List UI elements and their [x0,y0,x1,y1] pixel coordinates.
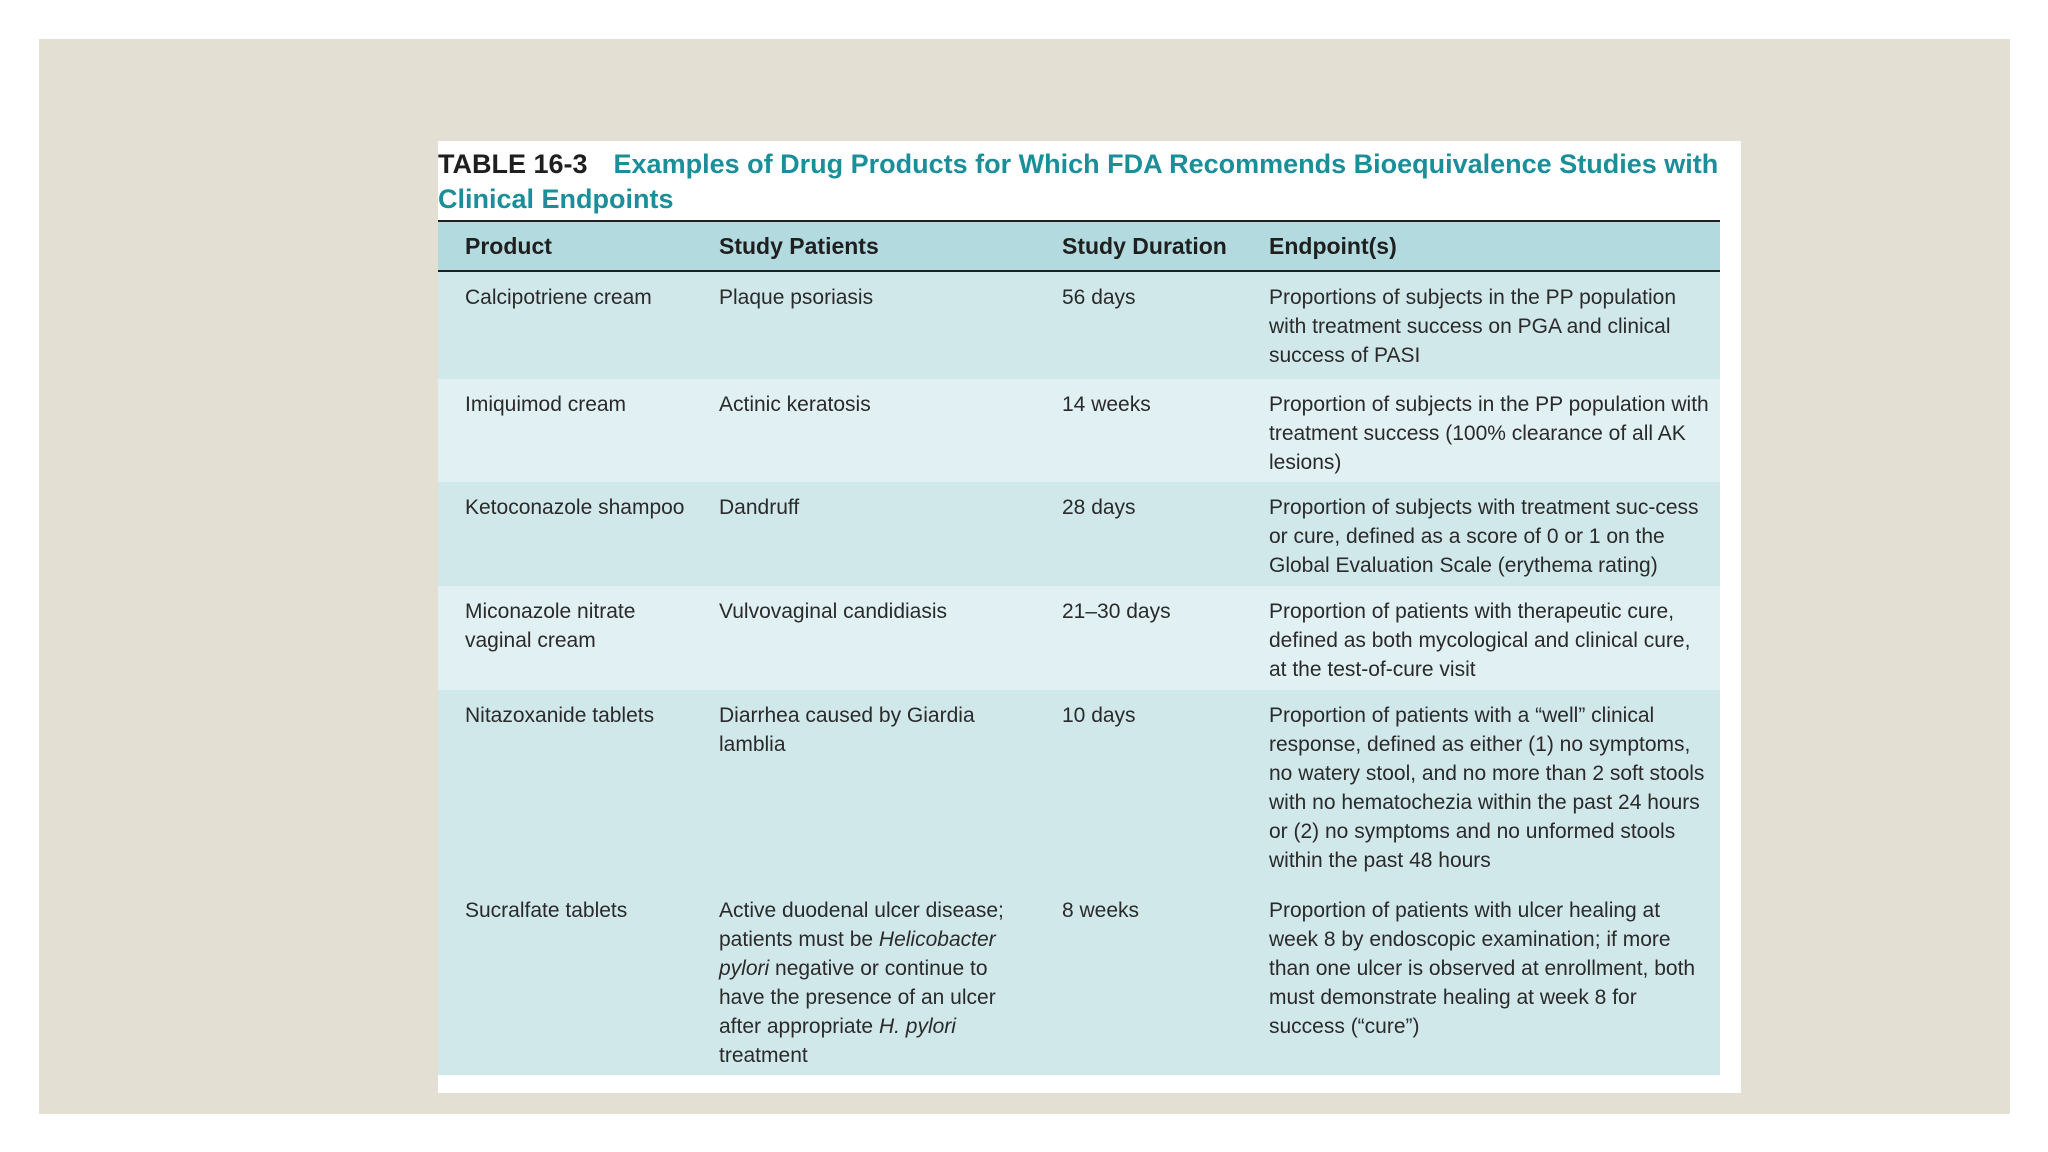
table-header-row: Product Study Patients Study Duration En… [438,222,1720,272]
table-sheet: TABLE 16-3 Examples of Drug Products for … [438,141,1741,1093]
header-product: Product [465,232,552,259]
cell-endpoints: Proportion of patients with therapeutic … [1269,600,1691,681]
table-title: Examples of Drug Products for Which FDA … [438,149,1719,214]
cell-study-duration: 56 days [1062,286,1136,309]
header-study-duration: Study Duration [1062,232,1227,259]
patients-text-d: H. pylori [878,1015,956,1038]
cell-study-duration: 21–30 days [1062,600,1171,623]
cell-product: Ketoconazole shampoo [465,496,685,519]
cell-product: Imiquimod cream [465,393,627,416]
patients-text-a: Active duodenal ulcer disease; patients … [719,899,1004,951]
cell-study-patients: Active duodenal ulcer disease; patients … [692,896,1035,1075]
slide-background: TABLE 16-3 Examples of Drug Products for … [39,39,2010,1114]
cell-study-duration: 10 days [1062,704,1136,727]
cell-product: Calcipotriene cream [465,286,652,309]
cell-endpoints: Proportions of subjects in the PP popula… [1269,286,1677,367]
cell-study-duration: 14 weeks [1062,393,1151,416]
cell-product: Sucralfate tablets [465,899,628,922]
table-row: Nitazoxanide tablets Diarrhea caused by … [438,690,1720,885]
cell-endpoints: Proportion of subjects in the PP populat… [1269,393,1709,474]
table-row: Calcipotriene cream Plaque psoriasis 56 … [438,272,1720,379]
cell-study-duration: 8 weeks [1062,899,1140,922]
table-row: Ketoconazole shampoo Dandruff 28 days Pr… [438,482,1720,586]
cell-product: Miconazole nitrate vaginal cream [465,600,636,652]
cell-product: Nitazoxanide tablets [465,704,655,727]
cell-study-patients: Diarrhea caused by Giardia lamblia [719,704,975,756]
table-row: Imiquimod cream Actinic keratosis 14 wee… [438,379,1720,482]
cell-study-patients: Vulvovaginal candidiasis [719,600,948,623]
cell-study-patients: Plaque psoriasis [719,286,874,309]
patients-text-c: negative or continue to have the presenc… [719,957,996,1038]
cell-study-patients: Dandruff [719,496,800,519]
patients-text-e: treatment [719,1044,808,1067]
cell-endpoints: Proportion of patients with a “well” cli… [1269,704,1705,872]
cell-study-patients: Actinic keratosis [719,393,871,416]
table-row: Sucralfate tablets Active duodenal ulcer… [438,885,1720,1075]
table-caption: TABLE 16-3 Examples of Drug Products for … [438,147,1738,217]
table-row: Miconazole nitrate vaginal cream Vulvova… [438,586,1720,690]
table-label: TABLE 16-3 [438,149,588,179]
cell-study-duration: 28 days [1062,496,1136,519]
cell-endpoints: Proportion of patients with ulcer healin… [1269,899,1696,1038]
cell-endpoints: Proportion of subjects with treatment su… [1269,496,1699,577]
patients-text-b: Helicobacter pylori [719,928,996,980]
header-endpoints: Endpoint(s) [1269,232,1397,259]
bioequivalence-table: Product Study Patients Study Duration En… [438,220,1720,1075]
header-study-patients: Study Patients [719,232,879,259]
